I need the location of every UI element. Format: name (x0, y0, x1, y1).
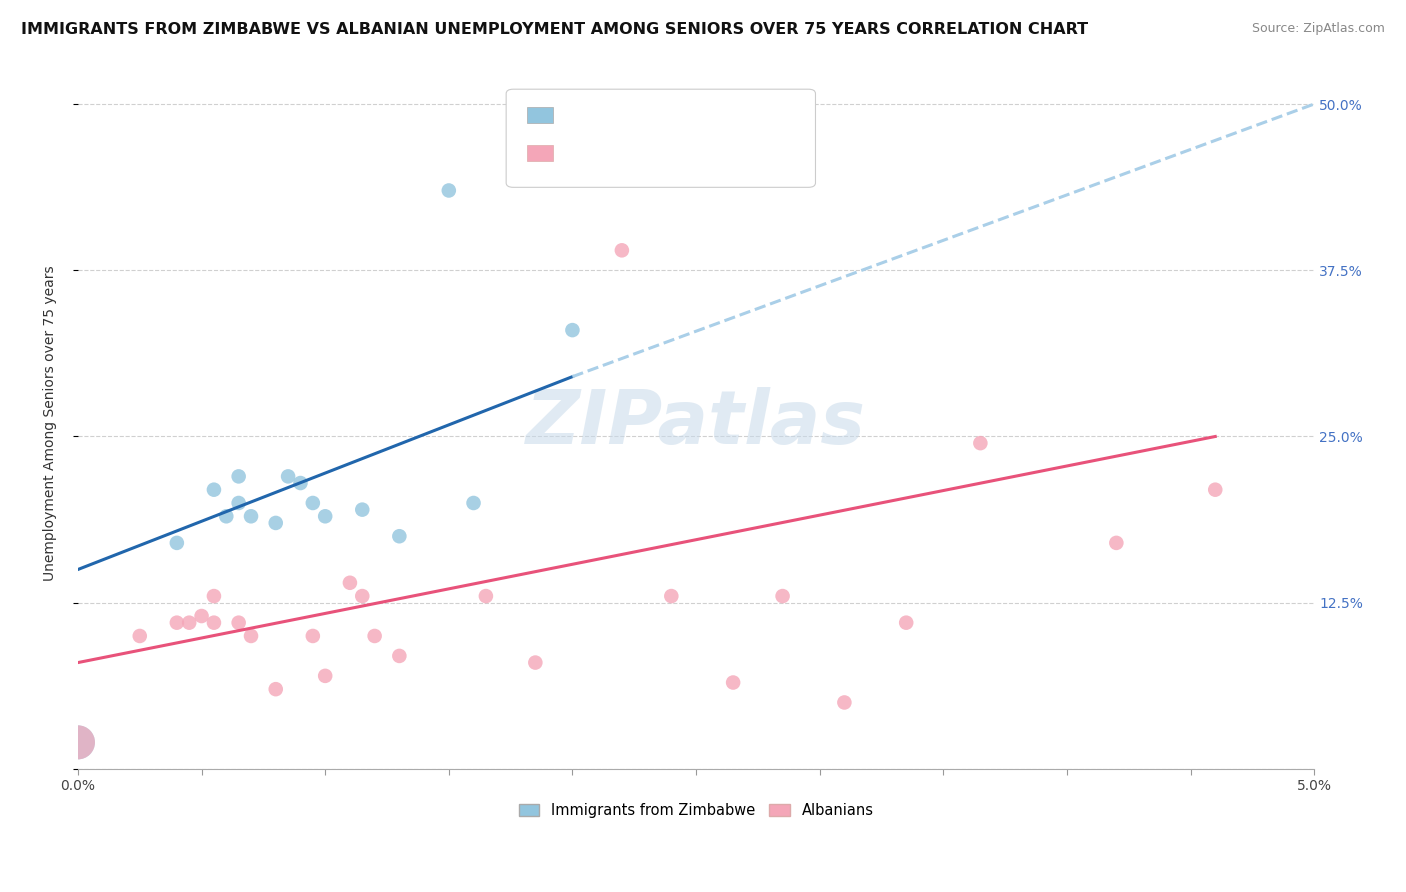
Point (721, 675, 744, 690)
Point (66, 735, 89, 749)
Text: 27: 27 (702, 145, 723, 161)
Y-axis label: Unemployment Among Seniors over 75 years: Unemployment Among Seniors over 75 years (44, 266, 58, 581)
Point (128, 629, 150, 643)
Text: ZIPatlas: ZIPatlas (526, 387, 866, 459)
Text: N =: N = (666, 145, 700, 161)
Text: R =: R = (561, 107, 595, 122)
Text: R =: R = (561, 145, 599, 161)
Point (290, 476, 312, 491)
Point (475, 589, 498, 603)
Point (388, 529, 411, 543)
Point (215, 509, 238, 524)
Point (166, 536, 188, 550)
Point (659, 589, 682, 603)
Text: Source: ZipAtlas.com: Source: ZipAtlas.com (1251, 22, 1385, 36)
Point (314, 669, 336, 683)
Point (202, 589, 225, 603)
Point (202, 615, 225, 630)
Point (264, 682, 287, 697)
Legend: Immigrants from Zimbabwe, Albanians: Immigrants from Zimbabwe, Albanians (513, 797, 879, 824)
Text: 0.336: 0.336 (600, 107, 648, 122)
Point (190, 609, 212, 624)
Point (363, 629, 385, 643)
Text: N =: N = (666, 107, 700, 122)
Point (240, 629, 263, 643)
Point (896, 615, 918, 630)
Point (772, 589, 794, 603)
Text: 17: 17 (702, 107, 723, 122)
Point (437, 184, 460, 198)
Point (339, 575, 361, 590)
Point (1105, 536, 1128, 550)
Point (352, 502, 374, 516)
Point (202, 483, 225, 497)
Point (240, 509, 263, 524)
Point (301, 496, 323, 510)
Text: 0.511: 0.511 (600, 145, 648, 161)
Point (277, 469, 299, 483)
Point (301, 629, 323, 643)
Point (228, 496, 250, 510)
Point (228, 615, 250, 630)
Point (969, 436, 991, 450)
Point (228, 469, 250, 483)
Point (166, 615, 188, 630)
Point (264, 516, 287, 530)
Point (524, 656, 547, 670)
Point (463, 496, 485, 510)
Point (179, 615, 201, 630)
Point (610, 244, 633, 258)
Point (1204, 483, 1226, 497)
Point (314, 509, 336, 524)
Point (66, 735, 89, 749)
Point (561, 323, 583, 337)
Text: IMMIGRANTS FROM ZIMBABWE VS ALBANIAN UNEMPLOYMENT AMONG SENIORS OVER 75 YEARS CO: IMMIGRANTS FROM ZIMBABWE VS ALBANIAN UNE… (21, 22, 1088, 37)
Point (388, 648, 411, 663)
Point (352, 589, 374, 603)
Point (834, 696, 856, 710)
